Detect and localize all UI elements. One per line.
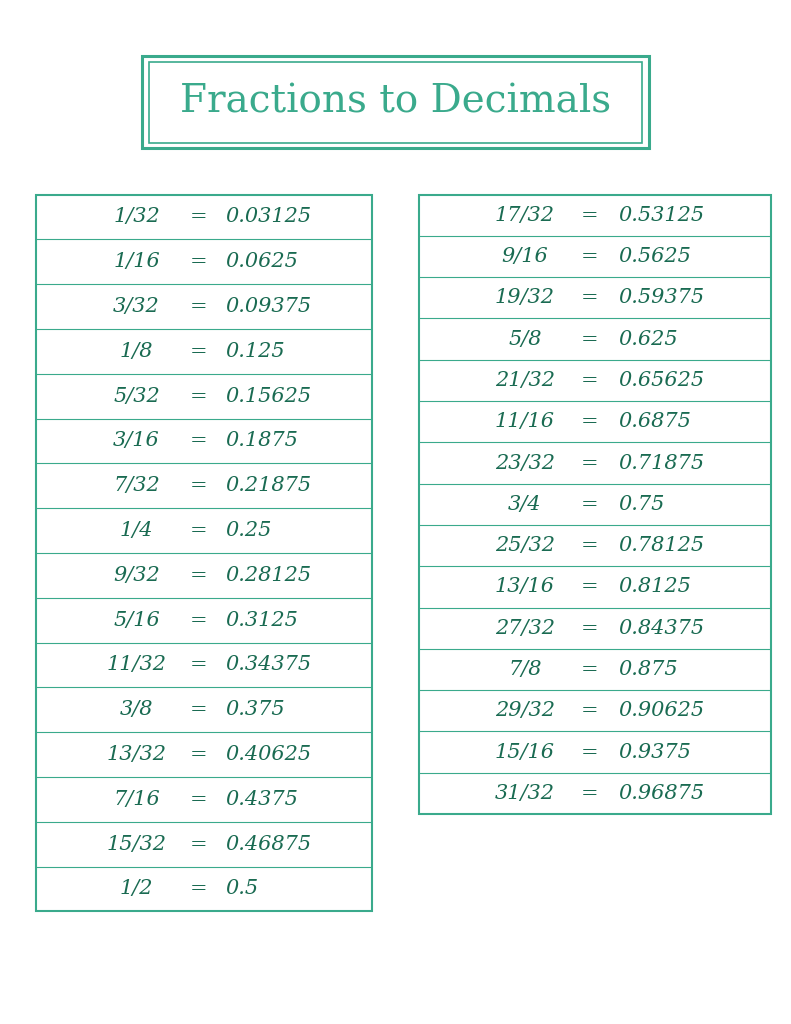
Text: =: = [190, 610, 207, 630]
Text: 0.375: 0.375 [225, 700, 286, 719]
Text: 1/4: 1/4 [119, 521, 153, 540]
Text: 0.78125: 0.78125 [618, 537, 704, 555]
Text: 0.125: 0.125 [225, 342, 286, 360]
Text: =: = [190, 566, 207, 585]
Text: 7/8: 7/8 [508, 660, 542, 679]
Text: 0.21875: 0.21875 [225, 476, 312, 496]
Bar [142, 56, 649, 148]
Bar [149, 62, 642, 142]
Text: 0.1875: 0.1875 [225, 431, 298, 451]
Text: 0.9375: 0.9375 [618, 742, 691, 762]
Text: =: = [581, 495, 599, 514]
Text: 0.6875: 0.6875 [618, 413, 691, 431]
Text: 1/2: 1/2 [119, 880, 153, 898]
Text: 0.65625: 0.65625 [618, 371, 704, 390]
Text: =: = [190, 342, 207, 360]
Text: 0.25: 0.25 [225, 521, 272, 540]
Text: 0.5: 0.5 [225, 880, 259, 898]
Text: =: = [581, 206, 599, 224]
Text: 0.90625: 0.90625 [618, 701, 704, 720]
Text: 31/32: 31/32 [495, 784, 554, 803]
Text: 0.875: 0.875 [618, 660, 678, 679]
Text: 0.0625: 0.0625 [225, 252, 298, 271]
Text: 1/32: 1/32 [113, 208, 160, 226]
Text: 25/32: 25/32 [495, 537, 554, 555]
Text: 3/16: 3/16 [113, 431, 160, 451]
Text: 0.71875: 0.71875 [618, 454, 704, 472]
Text: 0.75: 0.75 [618, 495, 664, 514]
Text: Fractions to Decimals: Fractions to Decimals [180, 84, 611, 121]
Text: 0.03125: 0.03125 [225, 208, 312, 226]
Text: 13/16: 13/16 [495, 578, 554, 596]
Text: 7/16: 7/16 [113, 790, 160, 809]
Text: =: = [581, 413, 599, 431]
Text: 0.8125: 0.8125 [618, 578, 691, 596]
Text: =: = [190, 208, 207, 226]
Text: 5/8: 5/8 [508, 330, 542, 348]
Text: 9/16: 9/16 [501, 247, 548, 266]
Text: =: = [190, 297, 207, 316]
Text: =: = [581, 537, 599, 555]
Text: 0.625: 0.625 [618, 330, 678, 348]
Text: 11/32: 11/32 [107, 655, 166, 675]
Text: 0.28125: 0.28125 [225, 566, 312, 585]
Text: 0.40625: 0.40625 [225, 745, 312, 764]
Text: 0.84375: 0.84375 [618, 618, 704, 638]
Text: 0.5625: 0.5625 [618, 247, 691, 266]
Text: 29/32: 29/32 [495, 701, 554, 720]
Text: =: = [581, 578, 599, 596]
Text: 0.09375: 0.09375 [225, 297, 312, 316]
Text: =: = [190, 521, 207, 540]
Text: =: = [581, 618, 599, 638]
Text: =: = [581, 660, 599, 679]
Text: 1/8: 1/8 [119, 342, 153, 360]
Text: =: = [581, 371, 599, 390]
Text: =: = [190, 880, 207, 898]
Text: =: = [581, 247, 599, 266]
Text: =: = [581, 330, 599, 348]
Text: 0.15625: 0.15625 [225, 387, 312, 406]
Text: 27/32: 27/32 [495, 618, 554, 638]
Text: =: = [190, 700, 207, 719]
Text: 23/32: 23/32 [495, 454, 554, 472]
Text: 3/4: 3/4 [508, 495, 542, 514]
Text: =: = [190, 655, 207, 675]
Text: =: = [581, 784, 599, 803]
Text: 3/32: 3/32 [113, 297, 160, 316]
Text: =: = [190, 835, 207, 854]
Text: 0.53125: 0.53125 [618, 206, 704, 224]
Text: 3/8: 3/8 [119, 700, 153, 719]
Text: =: = [190, 476, 207, 496]
Text: 0.4375: 0.4375 [225, 790, 298, 809]
Text: =: = [190, 745, 207, 764]
Text: 13/32: 13/32 [107, 745, 166, 764]
Text: 0.34375: 0.34375 [225, 655, 312, 675]
Text: 17/32: 17/32 [495, 206, 554, 224]
Text: 5/32: 5/32 [113, 387, 160, 406]
Text: 0.3125: 0.3125 [225, 610, 298, 630]
Text: 7/32: 7/32 [113, 476, 160, 496]
Text: 0.96875: 0.96875 [618, 784, 704, 803]
Text: =: = [581, 742, 599, 762]
Text: =: = [190, 431, 207, 451]
Text: 5/16: 5/16 [113, 610, 160, 630]
Text: 0.59375: 0.59375 [618, 289, 704, 307]
Text: =: = [581, 289, 599, 307]
Bar [419, 195, 771, 814]
Text: =: = [581, 454, 599, 472]
Text: 1/16: 1/16 [113, 252, 160, 271]
Bar [36, 195, 372, 911]
Text: 15/16: 15/16 [495, 742, 554, 762]
Text: 15/32: 15/32 [107, 835, 166, 854]
Text: 19/32: 19/32 [495, 289, 554, 307]
Text: =: = [190, 252, 207, 271]
Text: =: = [581, 701, 599, 720]
Text: =: = [190, 387, 207, 406]
Text: 11/16: 11/16 [495, 413, 554, 431]
Text: =: = [190, 790, 207, 809]
Text: 21/32: 21/32 [495, 371, 554, 390]
Text: 9/32: 9/32 [113, 566, 160, 585]
Text: 0.46875: 0.46875 [225, 835, 312, 854]
